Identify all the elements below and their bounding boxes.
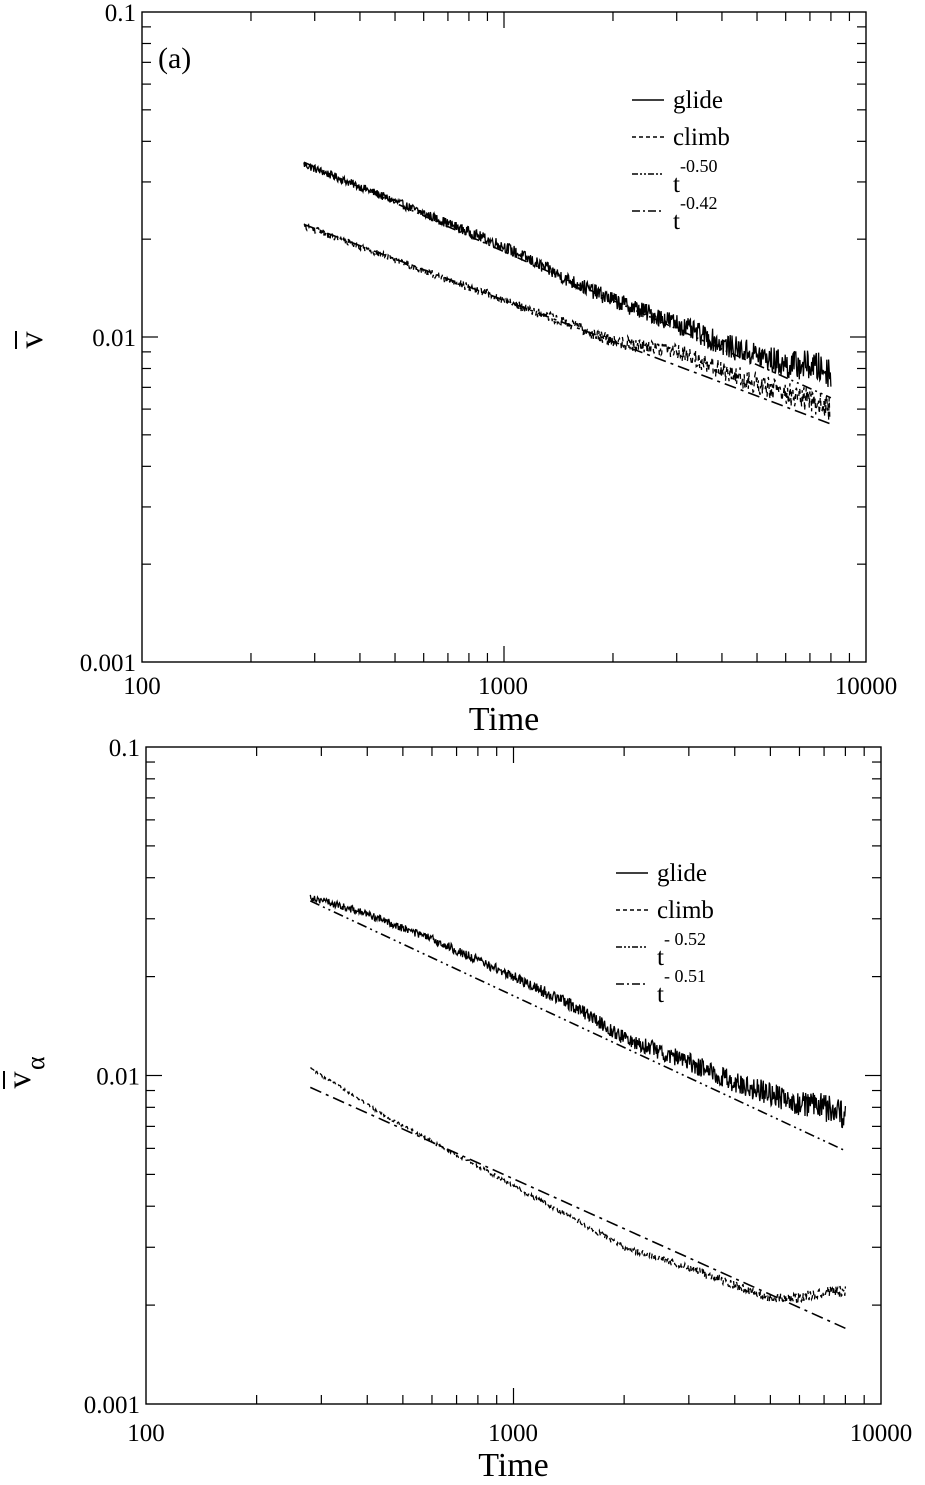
legend-label-exponent: -0.50: [680, 156, 718, 176]
panel-label: (a): [158, 42, 191, 75]
y-axis-label-subscript: α: [21, 1056, 50, 1070]
legend-label-exponent: - 0.51: [664, 966, 706, 986]
y-tick-label: 0.1: [105, 0, 136, 27]
legend-label: climb: [657, 897, 714, 924]
y-tick-label: 0.1: [109, 735, 140, 762]
x-tick-label: 100: [127, 1420, 165, 1447]
y-axis-label: v: [13, 331, 50, 349]
x-axis-label: Time: [469, 701, 540, 738]
legend-label: glide: [657, 860, 707, 887]
legend-label: glide: [673, 87, 723, 114]
y-tick-label: 0.001: [80, 650, 136, 677]
series-line-climb: [303, 223, 832, 421]
legend: glide climb t- 0.52t- 0.51: [616, 860, 714, 1008]
legend-label: climb: [673, 124, 730, 151]
x-tick-label: 100: [123, 673, 161, 700]
series-line-climb: [310, 1067, 847, 1305]
series-line-t-0-50: [303, 161, 832, 399]
y-axis-label-text: v: [13, 332, 50, 349]
plot-frame: [141, 11, 867, 663]
legend-label: t-0.50: [673, 156, 717, 198]
legend-label: t-0.42: [673, 193, 717, 235]
y-axis-label-text: v: [1, 1072, 38, 1089]
legend-label: t- 0.52: [657, 929, 706, 971]
x-tick-label: 1000: [488, 1420, 538, 1447]
series-line-glide: [303, 162, 832, 388]
axis-ticks: [142, 12, 866, 662]
series-line-t-0-52: [309, 900, 846, 1152]
legend: glide climb t-0.50t-0.42: [632, 87, 730, 235]
x-axis-label: Time: [478, 1447, 549, 1484]
series-line-t-0-51: [309, 1086, 846, 1330]
chart-panel-bottom: 100 1000 10000 0.001 0.01 0.1 Time vα glide climb…: [1, 735, 912, 1484]
y-tick-label: 0.01: [96, 1064, 140, 1091]
legend-label-exponent: -0.42: [680, 193, 718, 213]
x-tick-label: 10000: [835, 673, 898, 700]
plot-frame: [145, 746, 882, 1405]
series-line-t-0-42: [303, 223, 832, 425]
legend-label-exponent: - 0.52: [664, 929, 706, 949]
y-tick-label: 0.01: [92, 325, 136, 352]
axis-ticks: [146, 747, 881, 1404]
chart-panel-top: 100 1000 10000 0.001 0.01 0.1 Time v (a) glide cli…: [13, 0, 897, 738]
x-tick-label: 10000: [850, 1420, 913, 1447]
series-line-glide: [309, 894, 847, 1129]
legend-label: t- 0.51: [657, 966, 706, 1008]
y-axis-label: vα: [1, 1056, 50, 1089]
x-tick-label: 1000: [478, 673, 528, 700]
y-tick-label: 0.001: [84, 1392, 140, 1419]
